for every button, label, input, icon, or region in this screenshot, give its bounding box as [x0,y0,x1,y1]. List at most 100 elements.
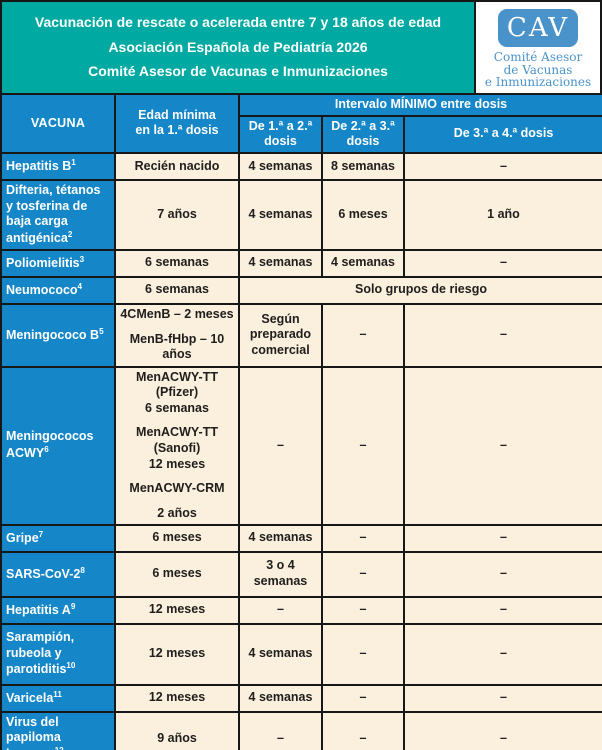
footnote-marker: 8 [80,565,85,575]
interval-1-2-cell: 3 o 4 semanas [238,550,323,598]
column-header-dosis-1-2: De 1.ª a 2.ª dosis [238,114,323,154]
interval-2-3-cell: 6 meses [321,178,405,251]
interval-3-4-cell: – [402,302,602,368]
column-header-dosis-3-4: De 3.ª a 4.ª dosis [402,114,602,154]
vaccine-name: Poliomielitis [6,255,80,270]
footnote-marker: 10 [66,661,76,671]
cav-logo-subtitle: Comité Asesor de Vacunas e Inmunizacione… [485,51,591,89]
vaccine-name: Varicela [6,690,54,705]
footnote-marker: 1 [71,157,76,167]
table-row-meningococos-acwy: Meningococos ACWY6 MenACWY-TT (Pfizer) 6… [0,365,602,526]
interval-3-4-cell: – [402,550,602,598]
edad-cell: 6 semanas [114,275,240,305]
cav-logo-subtitle-line-3: e Inmunizaciones [484,75,592,90]
edad-cell: 12 meses [114,683,240,713]
interval-2-3-cell: 8 semanas [321,151,405,181]
interval-2-3-cell: – [321,523,405,553]
table-row-hepatitis-b: Hepatitis B1 Recién nacido 4 semanas 8 s… [0,151,602,181]
vaccine-name-cell: Virus del papiloma humano12 [0,710,116,750]
cav-logo-badge: CAV [498,9,578,47]
interval-1-2-cell: Según preparado comercial [238,302,323,368]
footnote-marker: 4 [77,281,83,291]
vaccine-name: Meningococos ACWY [6,429,94,461]
edad-line: 4CMenB – 2 meses [120,307,234,322]
interval-3-4-cell: – [402,248,602,278]
column-header-vacuna: VACUNA [0,93,116,154]
vaccine-name: SARS-CoV-2 [6,566,81,581]
vaccine-name: Gripe [6,530,39,545]
interval-1-2-cell: – [238,710,323,750]
header-banner: Vacunación de rescate o acelerada entre … [0,0,602,95]
interval-2-3-cell: – [321,365,405,526]
interval-2-3-cell: – [321,302,405,368]
table-row-neumococo: Neumococo4 6 semanas Solo grupos de ries… [0,275,602,305]
footnote-marker: 2 [67,229,73,239]
interval-span-cell: Solo grupos de riesgo [237,275,602,305]
banner-title-line-2: Asociación Española de Pediatría 2026 [108,38,368,55]
interval-1-2-cell: – [238,595,323,625]
vaccine-name-cell: SARS-CoV-28 [0,550,116,598]
interval-3-4-cell: – [402,151,602,181]
vaccine-name-cell: Sarampión, rubeola y parotiditis10 [0,622,116,686]
interval-2-3-cell: – [321,683,405,713]
interval-3-4-cell: 1 año [402,178,602,251]
edad-cell: MenACWY-TT (Pfizer) 6 semanas MenACWY-TT… [114,365,240,526]
edad-cell: 12 meses [114,622,240,686]
column-header-dosis-2-3: De 2.ª a 3.ª dosis [321,114,405,154]
edad-cell: Recién nacido [114,151,240,181]
edad-line: MenACWY-TT (Sanofi) [136,425,218,456]
edad-cell: 7 años [114,178,240,251]
edad-line: 12 meses [148,456,206,471]
interval-1-2-cell: 4 semanas [238,178,323,251]
header-row-group: VACUNA Edad mínima en la 1.ª dosis Inter… [0,93,602,154]
vaccine-name-cell: Varicela11 [0,683,116,713]
table-row-sarampion: Sarampión, rubeola y parotiditis10 12 me… [0,622,602,686]
interval-2-3-cell: 4 semanas [321,248,405,278]
interval-3-4-cell: – [402,523,602,553]
column-header-edad-minima: Edad mínima en la 1.ª dosis [114,93,240,154]
vaccine-name: Virus del papiloma humano [6,714,61,750]
banner-titles: Vacunación de rescate o acelerada entre … [2,2,474,93]
interval-3-4-cell: – [402,595,602,625]
vaccine-name-cell: Difteria, tétanos y tosferina de baja ca… [0,178,116,251]
interval-1-2-cell: 4 semanas [238,523,323,553]
edad-line: MenACWY-CRM [129,481,225,496]
vaccine-name: Neumococo [6,282,78,297]
vaccine-name-cell: Meningococo B5 [0,302,116,368]
interval-2-3-cell: – [321,595,405,625]
footnote-marker: 6 [44,444,49,454]
edad-line: MenACWY-TT (Pfizer) [136,369,218,400]
table-row-gripe: Gripe7 6 meses 4 semanas – – [0,523,602,553]
interval-3-4-cell: – [402,683,602,713]
vaccine-name: Meningococo B [6,327,100,342]
cav-logo: CAV Comité Asesor de Vacunas e Inmunizac… [474,2,600,93]
vaccine-name: Hepatitis A [6,602,71,617]
vaccine-name-cell: Hepatitis B1 [0,151,116,181]
vaccine-name-cell: Poliomielitis3 [0,248,116,278]
interval-2-3-cell: – [321,710,405,750]
column-header-intervalo-group: Intervalo MÍNIMO entre dosis [237,93,602,117]
vaccine-name-cell: Gripe7 [0,523,116,553]
table-row-meningococo-b: Meningococo B5 4CMenB – 2 meses MenB-fHb… [0,302,602,368]
edad-cell: 9 años [114,710,240,750]
footnote-marker: 12 [55,746,64,750]
edad-cell: 6 meses [114,550,240,598]
table-row-vph: Virus del papiloma humano12 9 años – – – [0,710,602,750]
table-row-sars-cov-2: SARS-CoV-28 6 meses 3 o 4 semanas – – [0,550,602,598]
header-row-intervals: De 1.ª a 2.ª dosis De 2.ª a 3.ª dosis De… [1,114,602,154]
table-row-hepatitis-a: Hepatitis A9 12 meses – – – [0,595,602,625]
banner-title-line-3: Comité Asesor de Vacunas e Inmunizacione… [88,63,388,80]
interval-3-4-cell: – [402,365,602,526]
cav-logo-subtitle-line-1: Comité Asesor [493,50,583,64]
edad-header-line-1: Edad mínima [138,107,216,122]
edad-line: 6 semanas [145,400,209,415]
edad-line: MenB-fHbp – 10 años [129,331,225,362]
banner-title-line-1: Vacunación de rescate o acelerada entre … [34,14,442,31]
interval-1-2-cell: 4 semanas [238,622,323,686]
interval-2-3-cell: – [321,550,405,598]
edad-cell: 6 semanas [114,248,240,278]
edad-header-line-2: en la 1.ª dosis [135,123,219,138]
interval-1-2-cell: 4 semanas [238,151,323,181]
interval-3-4-cell: – [402,622,602,686]
